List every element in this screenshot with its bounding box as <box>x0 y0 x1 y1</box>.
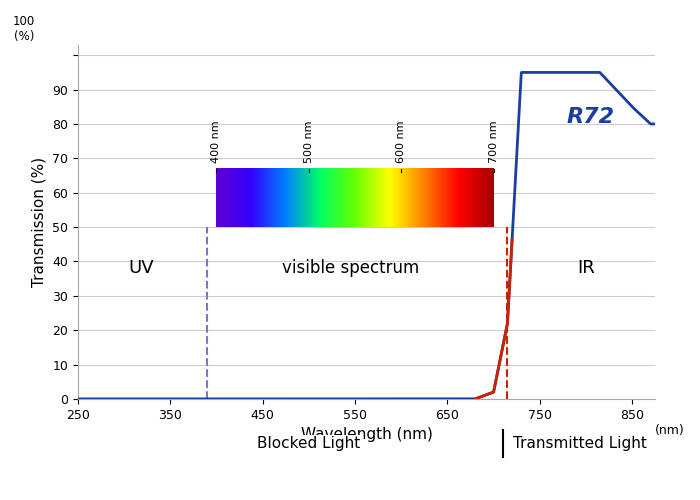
Text: visible spectrum: visible spectrum <box>282 260 419 278</box>
Text: Transmitted Light: Transmitted Light <box>512 436 646 451</box>
Text: 400 nm: 400 nm <box>211 121 221 164</box>
Text: 600 nm: 600 nm <box>396 121 406 164</box>
X-axis label: Wavelength (nm): Wavelength (nm) <box>301 427 433 442</box>
Text: 700 nm: 700 nm <box>489 121 498 164</box>
Text: Blocked Light: Blocked Light <box>257 436 360 451</box>
Text: UV: UV <box>128 260 153 278</box>
Text: (nm): (nm) <box>655 424 685 436</box>
Text: IR: IR <box>577 260 595 278</box>
Text: 100
(%): 100 (%) <box>13 15 34 43</box>
Text: 500 nm: 500 nm <box>304 121 314 164</box>
Y-axis label: Transmission (%): Transmission (%) <box>32 157 47 287</box>
Text: R72: R72 <box>566 107 615 127</box>
